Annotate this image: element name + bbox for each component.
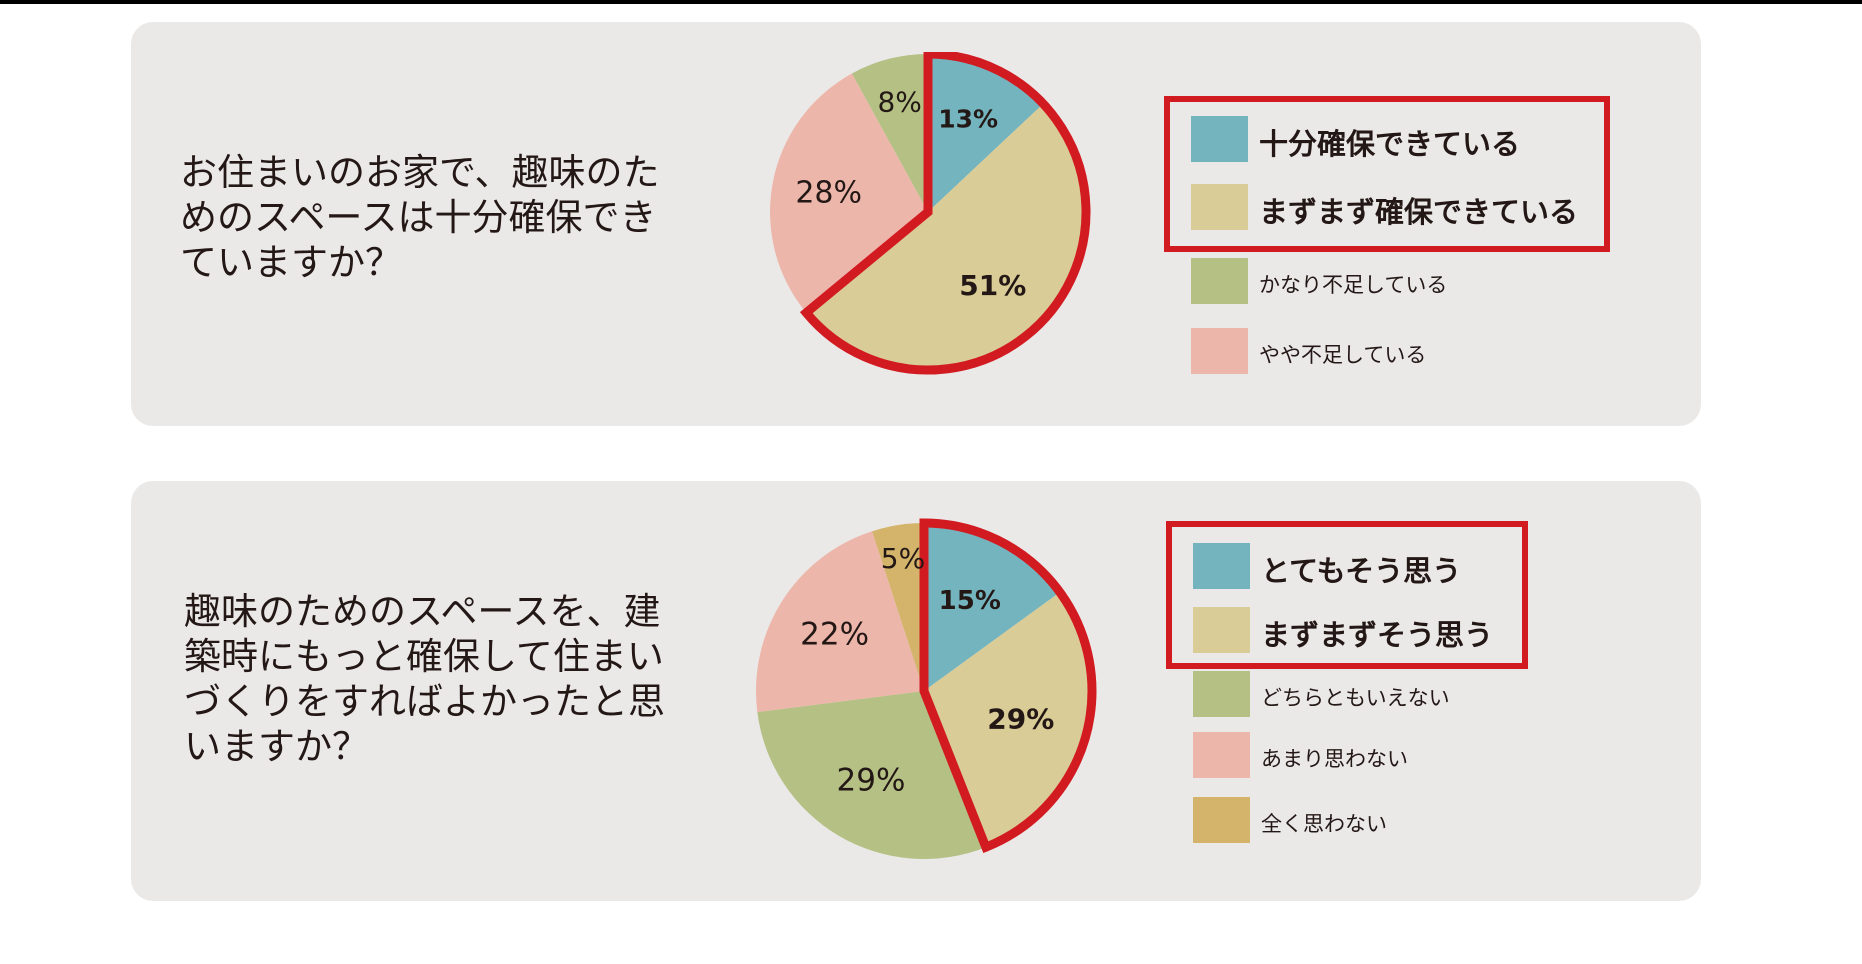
legend-label: かなり不足している <box>1259 273 1448 297</box>
slice-label-2: 51% <box>959 269 1026 302</box>
pie-slice-1 <box>928 54 1044 212</box>
legend-swatch <box>1191 184 1248 230</box>
highlight-outline <box>919 518 1097 854</box>
legend-swatch <box>1193 607 1250 653</box>
legend-label: やや不足している <box>1259 343 1427 367</box>
legend-1: 十分確保できているまずまず確保できているかなり不足している やや不足している <box>1164 78 1751 378</box>
legend-swatch <box>1191 258 1248 304</box>
survey-card-2: 趣味のためのスペースを、建 築時にもっと確保して住まい づくりをすればよかったと… <box>131 481 1701 901</box>
slice-label-3: 28% <box>795 176 862 211</box>
pie-chart-2: 15% 29% 29% 22% 5% <box>755 518 1097 859</box>
legend-highlight-box <box>1164 96 1610 252</box>
slice-label-5: 5% <box>881 542 925 575</box>
legend-label: まずまず確保できている <box>1259 195 1579 229</box>
legend-label: どちらともいえない <box>1261 686 1450 710</box>
slice-label-1: 15% <box>939 586 1001 616</box>
highlight-outline <box>799 52 1091 375</box>
slice-label-1: 13% <box>938 105 998 134</box>
legend-label: とてもそう思う <box>1261 554 1462 588</box>
pie-chart-1: 13% 51% 28% 8% <box>769 52 1091 375</box>
pie-slice-4 <box>755 531 924 713</box>
legend-label: あまり思わない <box>1261 747 1408 771</box>
legend-swatch <box>1193 671 1250 717</box>
slice-label-4: 22% <box>800 616 869 652</box>
pie-slice-1 <box>924 523 1060 691</box>
legend-label: まずまずそう思う <box>1261 618 1494 652</box>
survey-card-1: お住まいのお家で、趣味のた めのスペースは十分確保でき ていますか？ 13% 51… <box>131 22 1701 426</box>
legend-swatch <box>1193 732 1250 778</box>
pie-slice-2 <box>924 592 1092 848</box>
slice-label-4: 8% <box>877 85 921 118</box>
legend-swatch <box>1191 328 1248 374</box>
legend-label: 十分確保できている <box>1259 127 1521 161</box>
legend-highlight-box <box>1166 521 1528 669</box>
slice-label-3: 29% <box>837 763 906 799</box>
legend-swatch <box>1193 543 1250 589</box>
pie-slice-3 <box>757 691 986 859</box>
top-border <box>0 0 1862 4</box>
legend-swatch <box>1191 116 1248 162</box>
question-2: 趣味のためのスペースを、建 築時にもっと確保して住まい づくりをすればよかったと… <box>184 590 665 768</box>
slice-label-2: 29% <box>987 703 1054 736</box>
pie-slice-3 <box>769 73 928 313</box>
legend-2: とてもそう思う まずまずそう思うどちらともいえない あまり思わない 全く思わない <box>1166 507 1753 867</box>
pie-slice-5 <box>872 523 924 691</box>
pie-slice-4 <box>851 54 928 212</box>
pie-slice-2 <box>806 103 1086 370</box>
legend-swatch <box>1193 797 1250 843</box>
legend-label: 全く思わない <box>1261 812 1387 836</box>
question-1: お住まいのお家で、趣味のた めのスペースは十分確保でき ていますか？ <box>180 151 660 284</box>
